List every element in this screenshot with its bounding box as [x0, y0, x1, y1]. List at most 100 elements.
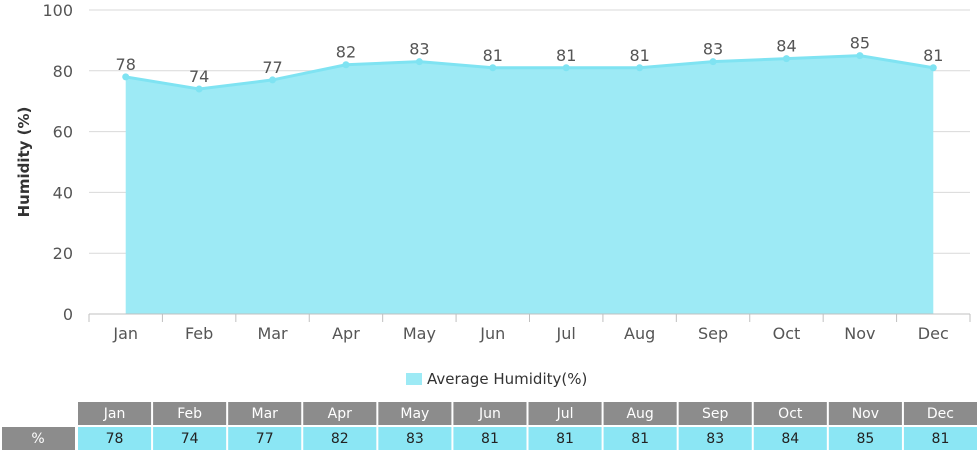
table-header-cell: [153, 402, 227, 425]
table-value-cell: [78, 427, 152, 450]
table-header-label: Jan: [103, 406, 126, 422]
humidity-line: [125, 54, 934, 91]
table-header-label: Feb: [177, 406, 202, 422]
table-value-cell: [153, 427, 227, 450]
table-value-label: 81: [556, 431, 574, 447]
table-header-cell: [303, 402, 377, 425]
data-point[interactable]: [856, 52, 864, 60]
x-tick-label: Feb: [185, 324, 213, 343]
data-point[interactable]: [122, 73, 130, 81]
table-value-cell: [453, 427, 527, 450]
legend-label: Average Humidity(%): [427, 370, 587, 388]
table-value-label: 81: [631, 431, 649, 447]
data-label: 77: [262, 58, 282, 77]
table-value-label: 83: [706, 431, 724, 447]
x-tick-label: Jun: [479, 324, 505, 343]
data-labels: 78 74 77 82 83 81 81 81 83 84 85 81: [116, 34, 944, 86]
y-tick-label: 80: [53, 62, 73, 81]
x-tick-label: Sep: [698, 324, 728, 343]
data-label: 78: [116, 55, 136, 74]
x-tick-label: Apr: [332, 324, 360, 343]
table-header-label: Aug: [626, 406, 653, 422]
data-label: 82: [336, 43, 356, 62]
table-value-cell: [603, 427, 677, 450]
x-tick-label: Mar: [257, 324, 288, 343]
table-header-label: Jul: [556, 406, 574, 422]
data-label: 81: [556, 46, 576, 65]
data-point[interactable]: [489, 64, 497, 72]
table-value-cell: [228, 427, 302, 450]
area-series: [122, 52, 937, 314]
x-tick-label: Oct: [773, 324, 801, 343]
data-point[interactable]: [415, 58, 423, 66]
legend[interactable]: Average Humidity(%): [406, 370, 587, 388]
table-header-label: Nov: [852, 406, 879, 422]
data-label: 85: [850, 34, 870, 53]
table-header-cell: [453, 402, 527, 425]
table-value-label: 77: [256, 431, 274, 447]
table-value-label: 85: [856, 431, 874, 447]
table-value-label: 81: [932, 431, 950, 447]
data-point[interactable]: [562, 64, 570, 72]
data-point[interactable]: [195, 85, 203, 93]
table-header-label: Apr: [328, 406, 352, 422]
x-tick-label: Dec: [918, 324, 949, 343]
table-header-cell: [378, 402, 452, 425]
table-header-cell: [678, 402, 752, 425]
data-label: 74: [189, 67, 209, 86]
table-row-label-cell: [2, 427, 75, 450]
y-tick-label: 40: [53, 183, 73, 202]
data-label: 81: [629, 46, 649, 65]
table-value-label: 81: [481, 431, 499, 447]
table-value-cell: [378, 427, 452, 450]
table-header-cell: [828, 402, 902, 425]
data-point[interactable]: [342, 61, 350, 69]
table-header-cell: [753, 402, 827, 425]
table-value-cell: [753, 427, 827, 450]
table-header-label: Oct: [778, 406, 803, 422]
table-header-label: May: [400, 406, 429, 422]
table-header-cell: [78, 402, 152, 425]
data-point[interactable]: [782, 55, 790, 63]
table-value-cell: [528, 427, 602, 450]
table-value-label: 84: [781, 431, 799, 447]
table-header-cell: [603, 402, 677, 425]
table-header-label: Mar: [251, 406, 278, 422]
table-header-cell: [528, 402, 602, 425]
table-value-cell: [303, 427, 377, 450]
data-point[interactable]: [929, 64, 937, 72]
x-tick-label: May: [403, 324, 436, 343]
data-label: 83: [409, 40, 429, 59]
table-value-label: 74: [181, 431, 199, 447]
table-value-cell: [903, 427, 977, 450]
table-header-label: Sep: [702, 406, 729, 422]
y-tick-label: 100: [42, 1, 73, 20]
y-tick-label: 20: [53, 244, 73, 263]
table-header-cell: [228, 402, 302, 425]
data-label: 83: [703, 40, 723, 59]
table-value-label: 82: [331, 431, 349, 447]
x-tick-label: Jan: [112, 324, 138, 343]
y-tick-label: 60: [53, 123, 73, 142]
data-point[interactable]: [636, 64, 644, 72]
data-point[interactable]: [709, 58, 717, 66]
legend-swatch: [406, 373, 422, 385]
table-value-cell: [828, 427, 902, 450]
table-header-cell: [903, 402, 977, 425]
table-header-label: Dec: [927, 406, 954, 422]
table-value-label: 83: [406, 431, 424, 447]
data-label: 84: [776, 37, 796, 56]
data-point[interactable]: [269, 76, 277, 84]
table-value-cell: [678, 427, 752, 450]
x-tick-label: Aug: [624, 324, 655, 343]
y-tick-label: 0: [63, 305, 73, 324]
table-row-label: %: [31, 431, 44, 447]
data-table: Jan 78 Feb 74 Mar 77 Apr 82 May 83 Jun 81 Jul 81 Aug 81…: [2, 402, 977, 450]
y-axis-title: Humidity (%): [15, 107, 33, 218]
x-tick-label: Jul: [556, 324, 576, 343]
x-axis: Jan Feb Mar Apr May Jun Jul Aug Sep Oct Nov Dec: [88, 313, 971, 343]
x-tick-label: Nov: [844, 324, 875, 343]
data-label: 81: [923, 46, 943, 65]
